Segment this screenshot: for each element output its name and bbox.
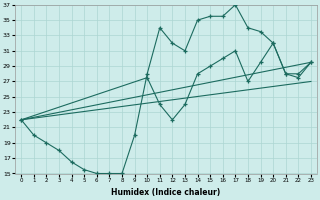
X-axis label: Humidex (Indice chaleur): Humidex (Indice chaleur) <box>111 188 221 197</box>
